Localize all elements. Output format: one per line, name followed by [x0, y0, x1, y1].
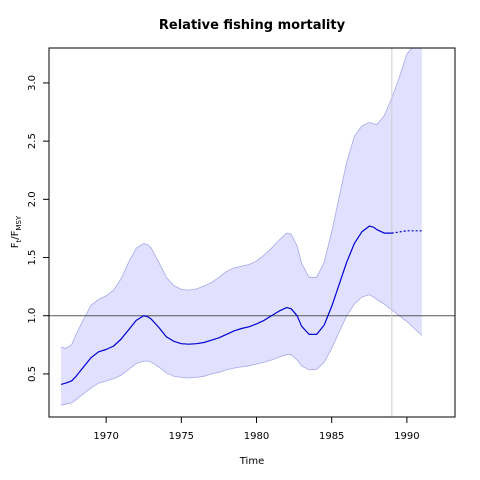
plot-frame [48, 47, 456, 418]
x-tick-label: 1975 [169, 431, 194, 442]
series-line [60, 225, 392, 385]
series-line-projection [391, 230, 422, 234]
band-upper-edge [60, 48, 413, 349]
x-axis-label: Time [239, 456, 264, 467]
x-tick-label: 1970 [93, 431, 118, 442]
band-lower-edge [60, 294, 423, 406]
y-tick-label: 2.0 [27, 191, 38, 207]
y-label-sub-num: t [15, 239, 23, 242]
chart-title: Relative fishing mortality [159, 18, 346, 33]
plot-area [49, 48, 455, 417]
y-label-main: F [10, 242, 21, 248]
x-axis: 1970 1975 1980 1985 1990 [93, 417, 420, 442]
y-axis-label: Ft/FMSY [10, 215, 23, 248]
x-tick-label: 1980 [244, 431, 269, 442]
y-label-sub-den: MSY [15, 215, 23, 230]
y-axis: 0.5 1.0 1.5 2.0 2.5 3.0 [27, 75, 49, 382]
y-tick-label: 1.5 [27, 250, 38, 266]
y-tick-label: 2.5 [27, 133, 38, 149]
x-tick-label: 1985 [319, 431, 344, 442]
x-tick-label: 1990 [394, 431, 419, 442]
y-tick-label: 0.5 [27, 366, 38, 382]
confidence-band [61, 48, 422, 406]
y-tick-label: 3.0 [27, 75, 38, 91]
y-label-divider: /F [10, 230, 21, 239]
y-tick-label: 1.0 [27, 308, 38, 324]
